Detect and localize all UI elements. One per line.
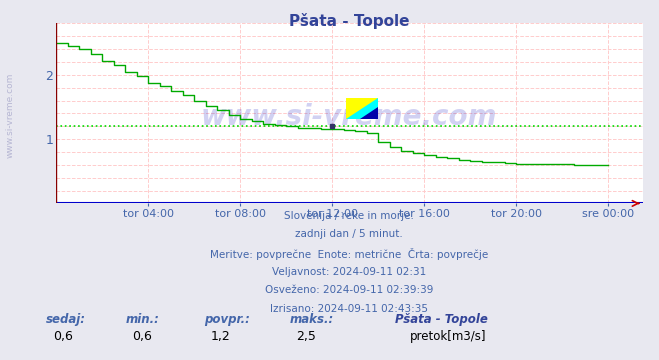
Text: Osveženo: 2024-09-11 02:39:39: Osveženo: 2024-09-11 02:39:39 bbox=[265, 285, 434, 296]
Text: Veljavnost: 2024-09-11 02:31: Veljavnost: 2024-09-11 02:31 bbox=[272, 267, 426, 277]
Text: 0,6: 0,6 bbox=[132, 330, 152, 343]
Text: Pšata - Topole: Pšata - Topole bbox=[395, 313, 488, 326]
Text: zadnji dan / 5 minut.: zadnji dan / 5 minut. bbox=[295, 229, 403, 239]
Text: Slovenija / reke in morje.: Slovenija / reke in morje. bbox=[284, 211, 415, 221]
Text: sedaj:: sedaj: bbox=[46, 313, 86, 326]
Text: 2,5: 2,5 bbox=[297, 330, 316, 343]
Text: 1,2: 1,2 bbox=[211, 330, 231, 343]
Text: Pšata - Topole: Pšata - Topole bbox=[289, 13, 409, 28]
Text: pretok[m3/s]: pretok[m3/s] bbox=[410, 330, 486, 343]
Text: maks.:: maks.: bbox=[290, 313, 334, 326]
Text: www.si-vreme.com: www.si-vreme.com bbox=[5, 72, 14, 158]
Text: povpr.:: povpr.: bbox=[204, 313, 250, 326]
Text: Meritve: povprečne  Enote: metrične  Črta: povprečje: Meritve: povprečne Enote: metrične Črta:… bbox=[210, 248, 488, 260]
Text: 0,6: 0,6 bbox=[53, 330, 72, 343]
Text: min.:: min.: bbox=[125, 313, 159, 326]
Text: www.si-vreme.com: www.si-vreme.com bbox=[201, 103, 498, 131]
Text: Izrisano: 2024-09-11 02:43:35: Izrisano: 2024-09-11 02:43:35 bbox=[270, 304, 428, 314]
